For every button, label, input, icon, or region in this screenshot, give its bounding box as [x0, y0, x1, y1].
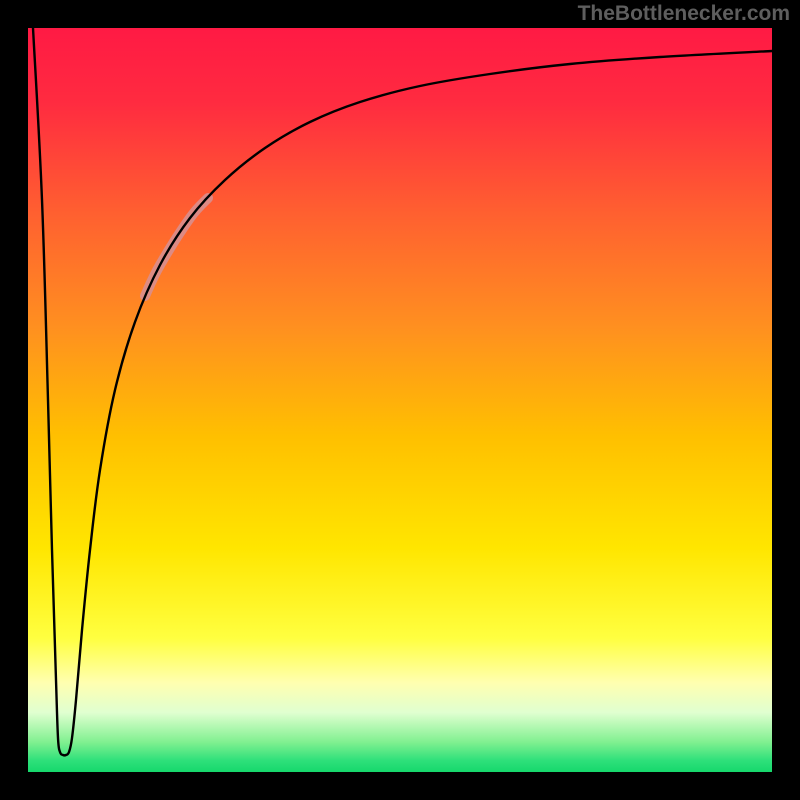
watermark-text: TheBottlenecker.com: [578, 2, 790, 26]
gradient-background: [28, 28, 772, 772]
bottleneck-chart: [0, 0, 800, 800]
chart-container: TheBottlenecker.com: [0, 0, 800, 800]
